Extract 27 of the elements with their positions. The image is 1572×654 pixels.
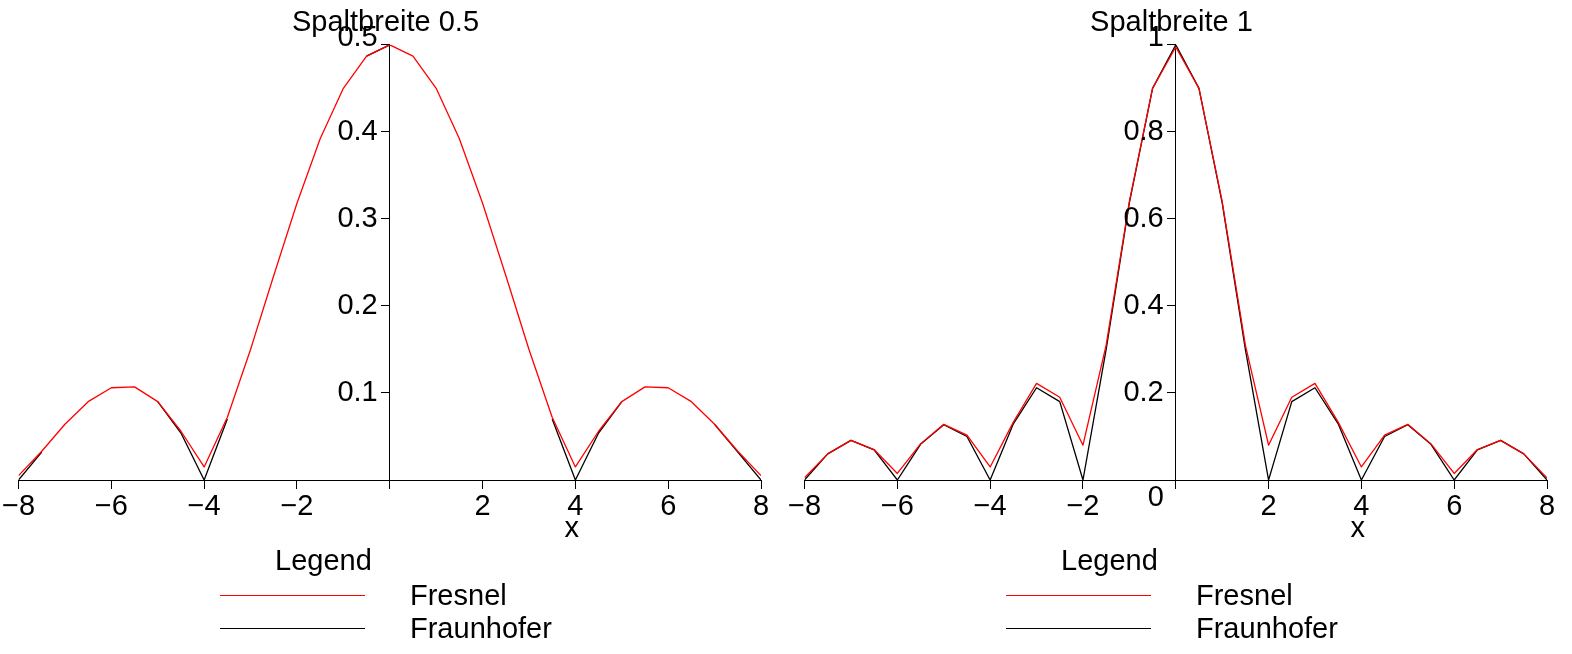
x-tick-label: −6 xyxy=(94,489,128,522)
x-tick-label: 8 xyxy=(1538,489,1556,522)
legend-label: Fraunhofer xyxy=(410,612,552,645)
legend-title: Legend xyxy=(1061,544,1159,577)
x-tick-label: −2 xyxy=(1066,489,1100,522)
x-tick-label: −4 xyxy=(187,489,221,522)
y-tick-label: 0.2 xyxy=(337,287,378,320)
x-tick-label: 6 xyxy=(1446,489,1463,522)
legend-label: Fresnel xyxy=(1196,579,1293,612)
x-tick-label: 8 xyxy=(752,489,770,522)
y-tick-label: 0.1 xyxy=(337,374,378,407)
x-tick-label: −6 xyxy=(880,489,914,522)
x-tick-label: −2 xyxy=(280,489,314,522)
x-tick-label: 6 xyxy=(660,489,677,522)
legend-label: Fresnel xyxy=(410,579,507,612)
legend-title: Legend xyxy=(275,544,373,577)
x-tick-label: −8 xyxy=(787,489,822,522)
x-tick-label: −4 xyxy=(973,489,1007,522)
y-tick-label: 0.4 xyxy=(337,113,378,146)
legend-label: Fraunhofer xyxy=(1196,612,1338,645)
y-tick-label: 0 xyxy=(1147,479,1164,512)
y-tick-label: 0.4 xyxy=(1123,287,1164,320)
x-tick-label: 2 xyxy=(1260,489,1277,522)
x-tick-label: −8 xyxy=(1,489,36,522)
y-tick-label: 0.2 xyxy=(1123,374,1164,407)
y-tick-label: 0.3 xyxy=(337,200,378,233)
x-tick-label: 2 xyxy=(474,489,491,522)
